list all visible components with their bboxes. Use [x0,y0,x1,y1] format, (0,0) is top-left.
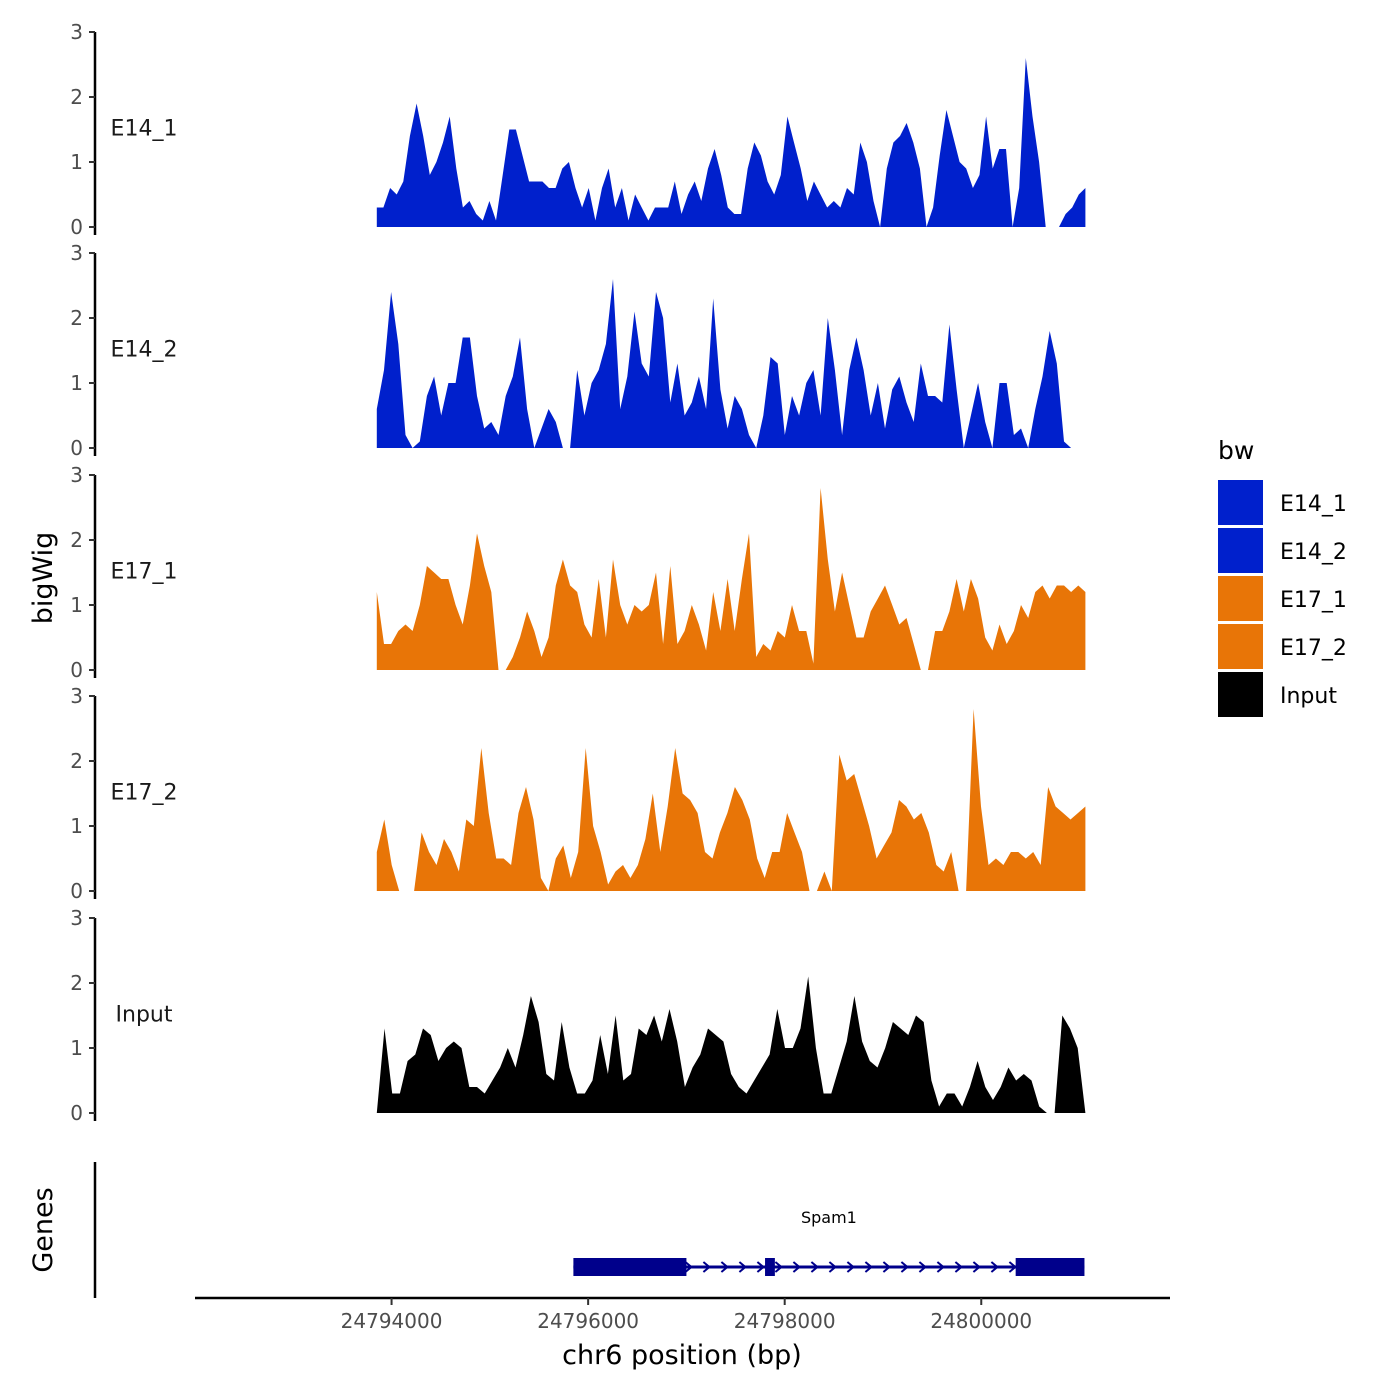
y-tick-label: 1 [70,593,83,617]
track-E17_1: 0 1 2 3 E17_1 [70,463,1086,682]
track-label: E17_1 [111,559,178,584]
strand-arrow [954,1261,963,1273]
x-tick-label: 24798000 [734,1309,836,1333]
strand-arrow [1008,1261,1017,1273]
y-tick-label: 0 [70,436,83,460]
y-tick-label: 3 [70,20,83,44]
gene-exon [1015,1258,1085,1276]
y-tick-label: 3 [70,241,83,265]
legend-key-E14_2 [1218,528,1263,573]
y-tick-label: 1 [70,814,83,838]
x-tick-label: 24796000 [537,1309,639,1333]
legend-label: Input [1280,684,1337,709]
legend-key-E17_1 [1218,576,1263,621]
strand-arrow [810,1261,819,1273]
y-tick-label: 1 [70,371,83,395]
x-tick-label: 24800000 [930,1309,1032,1333]
y-axis-title: bigWig [28,532,59,625]
gene-exon [765,1258,775,1276]
strand-arrow [756,1261,765,1273]
legend-label: E17_2 [1280,636,1347,661]
y-tick-label: 0 [70,879,83,903]
y-tick-label: 1 [70,150,83,174]
y-tick-label: 3 [70,684,83,708]
gene-exon [573,1258,687,1276]
genes-axis-title: Genes [28,1187,59,1272]
strand-arrow [828,1261,837,1273]
y-tick-label: 2 [70,749,83,773]
track-label: E14_1 [111,116,178,141]
strand-arrow [918,1261,927,1273]
legend-key-E14_1 [1218,480,1263,525]
legend-label: E17_1 [1280,588,1347,613]
strand-arrow [936,1261,945,1273]
signal-area-E17_2 [376,709,1086,891]
track-E14_2: 0 1 2 3 E14_2 [70,241,1086,460]
legend-key-Input [1218,672,1263,717]
signal-area-E14_1 [376,58,1086,227]
strand-arrow [774,1261,783,1273]
x-axis-title: chr6 position (bp) [562,1340,802,1371]
strand-arrow [900,1261,909,1273]
track-label: E14_2 [111,337,178,362]
signal-area-E14_2 [376,279,1086,448]
signal-area-E17_1 [376,488,1086,670]
y-tick-label: 3 [70,906,83,930]
strand-arrow [882,1261,891,1273]
track-Input: 0 1 2 3 Input [70,906,1086,1125]
legend: bw E14_1 E14_2 E17_1 E17_2 Input [1218,436,1347,717]
signal-tracks: 0 1 2 3 E14_1 0 1 2 3 E14_2 0 1 2 3 E17_1 0 1 2 3 E17_2 0 1 2 3… [70,20,1086,1125]
y-tick-label: 2 [70,85,83,109]
y-tick-label: 0 [70,658,83,682]
y-tick-label: 2 [70,971,83,995]
x-tick-label: 24794000 [341,1309,443,1333]
y-tick-label: 0 [70,1101,83,1125]
legend-label: E14_1 [1280,492,1347,517]
track-label: E17_2 [111,780,178,805]
strand-arrow [720,1261,729,1273]
legend-label: E14_2 [1280,540,1347,565]
y-tick-label: 1 [70,1036,83,1060]
track-label: Input [116,1002,173,1027]
legend-title: bw [1218,436,1254,465]
track-E17_2: 0 1 2 3 E17_2 [70,684,1086,903]
strand-arrow [972,1261,981,1273]
signal-area-Input [376,976,1086,1113]
strand-arrow [792,1261,801,1273]
gene-name-label: Spam1 [801,1208,857,1227]
y-tick-label: 2 [70,306,83,330]
strand-arrow [990,1261,999,1273]
x-axis: 24794000 24796000 24798000 24800000 [195,1296,1170,1333]
y-tick-label: 0 [70,215,83,239]
track-E14_1: 0 1 2 3 E14_1 [70,20,1086,239]
y-tick-label: 2 [70,528,83,552]
strand-arrow [738,1261,747,1273]
strand-arrow [864,1261,873,1273]
strand-arrow [684,1261,693,1273]
legend-key-E17_2 [1218,624,1263,669]
strand-arrow [846,1261,855,1273]
strand-arrow [702,1261,711,1273]
y-tick-label: 3 [70,463,83,487]
gene-track: Spam1 [93,1162,1085,1298]
